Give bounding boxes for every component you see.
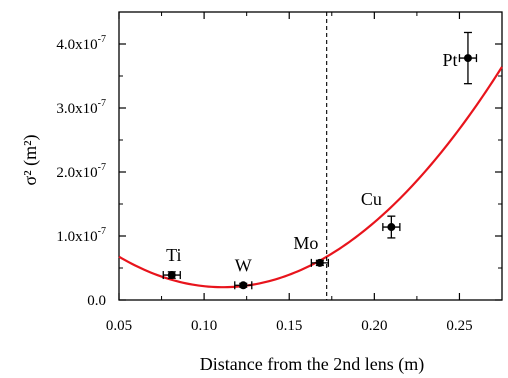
y-tick-exponent: -7 xyxy=(98,226,106,237)
y-tick-exponent: -7 xyxy=(98,34,106,45)
fit-curve xyxy=(118,66,503,289)
x-tick-label: 0.25 xyxy=(446,318,472,334)
y-tick-label: 2.0x10-7 xyxy=(56,162,106,181)
axis-labels: Distance from the 2nd lens (m) xyxy=(200,354,424,375)
axes-layer: 0.05 0.10 0.15 0.20 0.25 0.0 1.0x10-7 2.0x10-7 3… xyxy=(20,11,503,334)
x-tick-label: 0.10 xyxy=(191,318,217,334)
y-tick-exponent: -7 xyxy=(98,162,106,173)
data-point-ti: Ti xyxy=(162,245,181,280)
data-label: Cu xyxy=(361,189,382,209)
data-marker xyxy=(239,281,248,290)
x-tick-label: 0.05 xyxy=(106,318,132,334)
x-axis-label: Distance from the 2nd lens (m) xyxy=(200,354,424,375)
data-point-pt: Pt xyxy=(442,31,478,85)
x-tick-label: 0.20 xyxy=(361,318,387,334)
data-label: Pt xyxy=(442,50,457,70)
data-marker xyxy=(463,54,472,63)
fit-curve-layer xyxy=(118,66,503,289)
y-tick-exponent: -7 xyxy=(98,98,106,109)
data-point-mo: Mo xyxy=(293,233,330,267)
data-marker xyxy=(387,223,396,232)
y-tick-label: 1.0x10-7 xyxy=(56,226,106,245)
y-tick-label: 0.0 xyxy=(87,293,106,309)
plot-frame xyxy=(118,11,503,301)
data-point-cu: Cu xyxy=(361,189,401,239)
points-layer: Ti W Mo Cu Pt xyxy=(162,31,478,290)
x-tick-label: 0.15 xyxy=(276,318,302,334)
y-tick-label: 4.0x10-7 xyxy=(56,34,106,53)
y-tick-label: 3.0x10-7 xyxy=(56,98,106,117)
data-marker xyxy=(315,258,324,267)
data-label: Mo xyxy=(293,233,318,253)
data-label: W xyxy=(235,255,252,275)
y-axis-label: σ² (m²) xyxy=(20,135,41,186)
data-label: Ti xyxy=(166,245,181,265)
data-point-w: W xyxy=(234,255,253,290)
data-marker xyxy=(167,271,176,280)
